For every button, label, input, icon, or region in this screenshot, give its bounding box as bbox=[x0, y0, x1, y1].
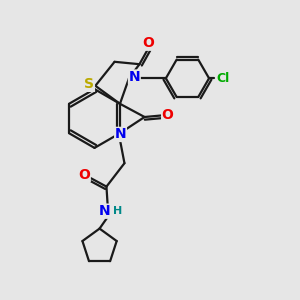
Text: N: N bbox=[128, 70, 140, 84]
Text: H: H bbox=[113, 206, 122, 216]
Text: O: O bbox=[78, 168, 90, 182]
Text: N: N bbox=[98, 204, 110, 218]
Text: O: O bbox=[162, 108, 174, 122]
Text: N: N bbox=[115, 128, 126, 141]
Text: S: S bbox=[84, 77, 94, 91]
Text: Cl: Cl bbox=[216, 72, 230, 85]
Text: O: O bbox=[142, 36, 154, 50]
